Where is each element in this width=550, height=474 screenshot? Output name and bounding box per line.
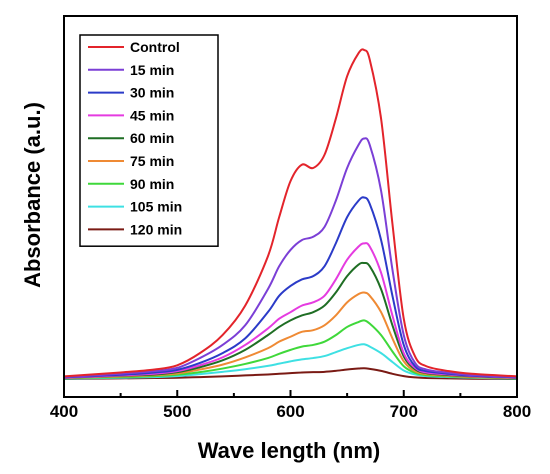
axes: 400 500 600 700 800 [50,15,531,421]
series-line-75-min [63,291,518,380]
legend-label: 45 min [130,107,174,123]
x-tick-label: 700 [390,402,418,421]
x-tick-label: 500 [163,402,191,421]
series-line-control [63,48,518,378]
x-axis-title: Wave length (nm) [198,438,381,463]
legend-label: 90 min [130,176,174,192]
series-line-60-min [63,261,518,379]
x-tick-label: 800 [503,402,531,421]
series-line-30-min [63,196,518,379]
legend-label: 105 min [130,199,182,215]
legend-label: Control [130,39,180,55]
legend-label: 60 min [130,130,174,146]
legend-label: 15 min [130,62,174,78]
legend: Control 15 min 30 min 45 min 60 min 75 min 90 … [79,34,219,247]
series-line-120-min [63,367,518,381]
legend-label: 75 min [130,153,174,169]
series-line-15-min [63,137,518,379]
x-tick-label: 600 [276,402,304,421]
series-layer [63,48,518,381]
y-axis-title: Absorbance (a.u.) [20,102,45,288]
legend-label: 120 min [130,221,182,237]
x-tick-label: 400 [50,402,78,421]
legend-label: 30 min [130,85,174,101]
series-line-105-min [63,343,518,380]
series-line-90-min [63,319,518,380]
series-line-45-min [63,242,518,379]
